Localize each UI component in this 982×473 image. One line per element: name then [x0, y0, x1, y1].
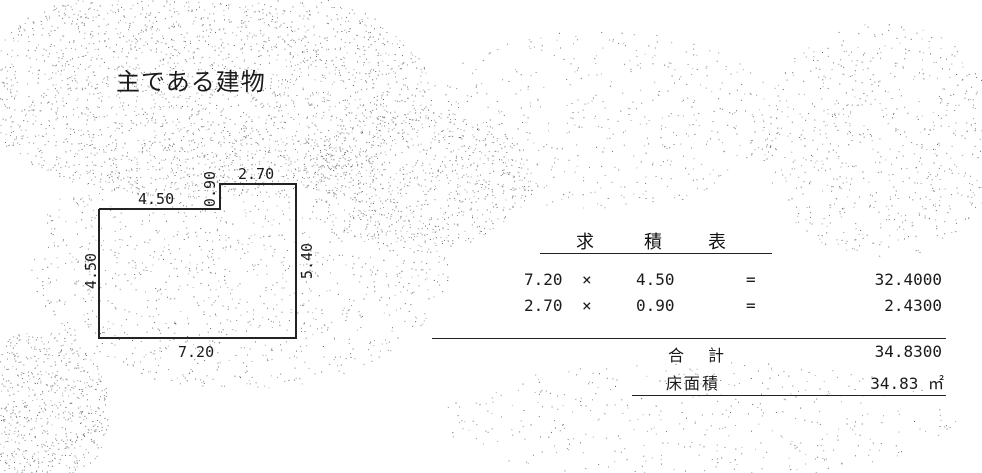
page-title: 主である建物: [116, 68, 266, 96]
row-result: 2.4300: [884, 296, 942, 315]
table-heading-char: 求: [576, 232, 594, 253]
table-divider: [432, 338, 946, 339]
multiply-sign: ×: [582, 296, 592, 315]
table-heading-char: 表: [708, 232, 726, 253]
total-label: 合 計: [668, 346, 729, 365]
floor-area-label: 床面積: [666, 374, 721, 393]
table-heading-char: 積: [644, 232, 662, 253]
multiply-sign: ×: [582, 270, 592, 289]
floor-area-value: 34.83 ㎡: [870, 374, 944, 393]
table-heading-underline: [540, 253, 772, 254]
factor-b: 4.50: [636, 270, 675, 289]
floor-area-underline: [632, 395, 946, 396]
factor-b: 0.90: [636, 296, 675, 315]
building-outline: [98, 183, 297, 339]
total-value: 34.8300: [874, 342, 942, 361]
dimension-notch-height: 0.90: [201, 170, 219, 208]
dimension-top-left: 4.50: [138, 190, 175, 208]
dimension-right: 5.40: [298, 242, 316, 280]
dimension-bottom: 7.20: [178, 343, 215, 361]
factor-a: 2.70: [524, 296, 563, 315]
factor-a: 7.20: [524, 270, 563, 289]
dimension-left: 4.50: [82, 252, 100, 290]
dimension-top-right: 2.70: [238, 165, 275, 183]
equals-sign: =: [746, 270, 756, 289]
row-result: 32.4000: [874, 270, 942, 289]
equals-sign: =: [746, 296, 756, 315]
